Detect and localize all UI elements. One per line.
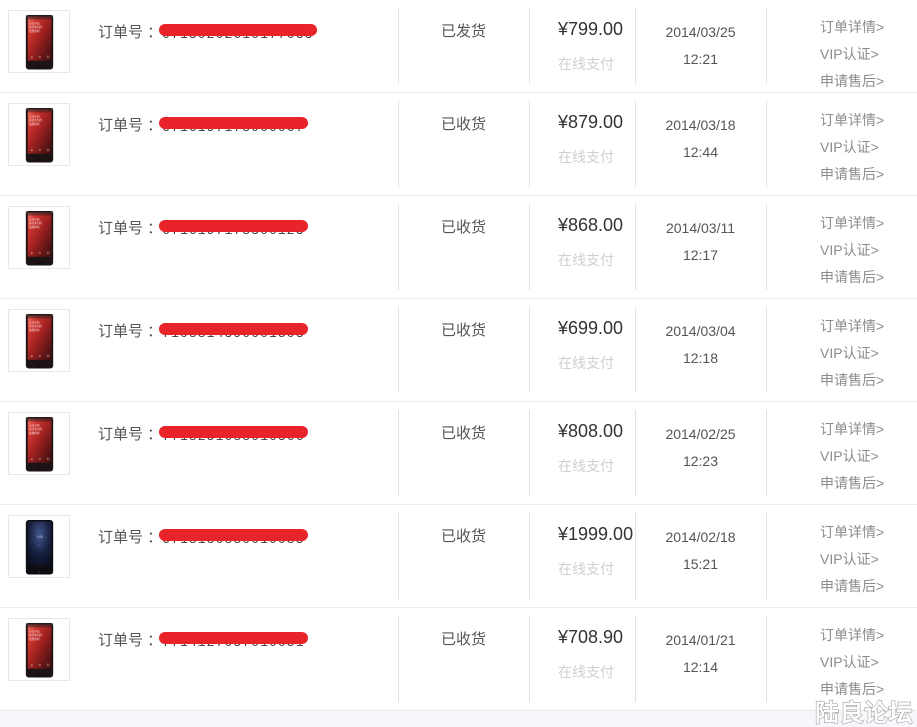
svg-text:极致体验: 极致体验 (29, 328, 40, 332)
svg-text:探索未知的: 探索未知的 (29, 118, 42, 122)
svg-text:小米手机: 小米手机 (29, 629, 40, 633)
svg-text:探索未知的: 探索未知的 (29, 324, 42, 328)
svg-text:1:08: 1:08 (36, 535, 43, 539)
svg-text:•••: ••• (38, 544, 41, 547)
svg-text:探索未知的: 探索未知的 (29, 427, 42, 431)
svg-text:探索未知的: 探索未知的 (29, 633, 42, 637)
svg-text:探索未知的: 探索未知的 (29, 221, 42, 225)
svg-text:小米手机: 小米手机 (29, 217, 40, 221)
svg-text:极致体验: 极致体验 (29, 431, 40, 435)
svg-text:极致体验: 极致体验 (29, 225, 40, 229)
svg-text:极致体验: 极致体验 (29, 122, 40, 126)
svg-text:小米手机: 小米手机 (29, 21, 40, 25)
svg-text:极致体验: 极致体验 (29, 637, 40, 641)
svg-text:探索未知的: 探索未知的 (29, 25, 42, 29)
svg-text:小米手机: 小米手机 (29, 320, 40, 324)
svg-text:小米手机: 小米手机 (29, 114, 40, 118)
svg-text:小米手机: 小米手机 (29, 423, 40, 427)
svg-text:极致体验: 极致体验 (29, 29, 40, 33)
